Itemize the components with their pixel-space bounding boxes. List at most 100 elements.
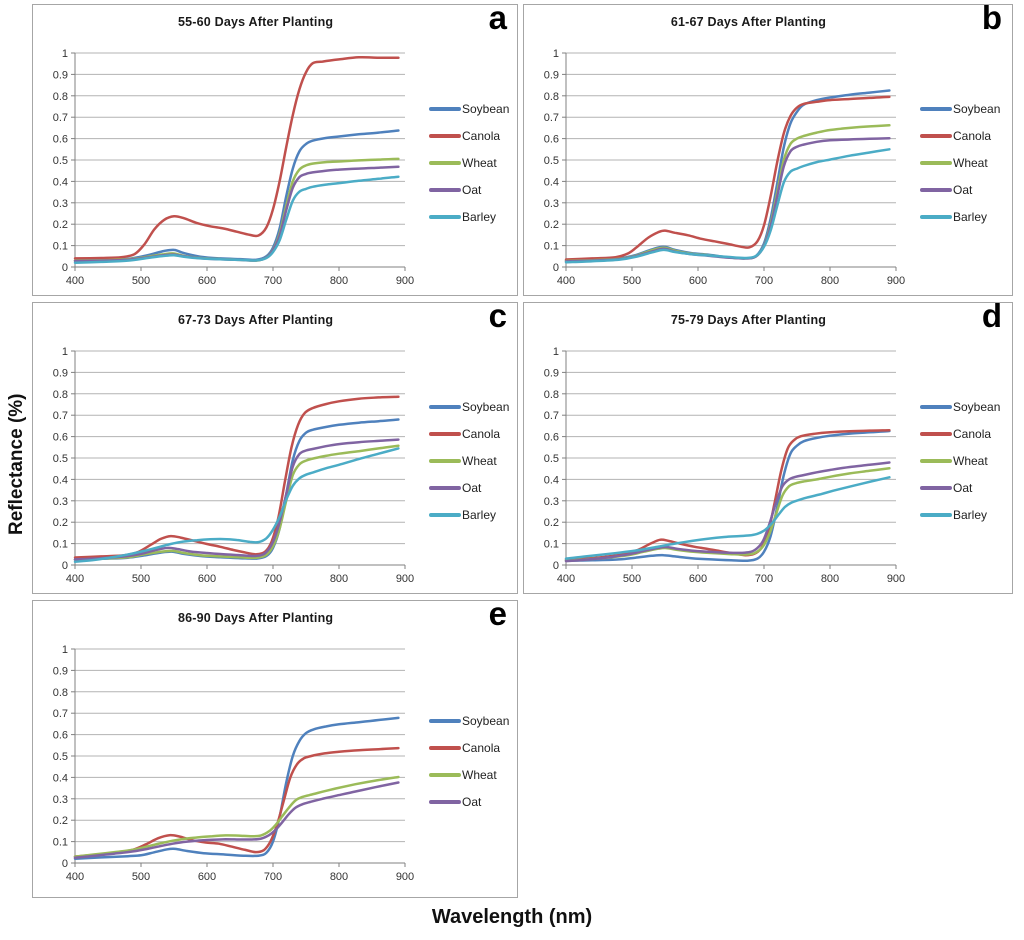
- legend-item-barley: Barley: [920, 209, 1000, 224]
- y-tick-label: 0.9: [53, 367, 68, 379]
- series-line-canola: [73, 55, 400, 260]
- y-tick-label: 0.2: [544, 517, 559, 529]
- series-line-wheat: [564, 124, 891, 263]
- y-tick-label: 0.5: [53, 155, 68, 167]
- y-tick-label: 0.5: [544, 453, 559, 465]
- legend-line-swatch: [920, 485, 952, 490]
- y-tick-label: 1: [553, 346, 559, 358]
- legend-item-canola: Canola: [920, 128, 1000, 143]
- series-line-wheat: [73, 775, 400, 858]
- legend-item-oat: Oat: [429, 795, 509, 810]
- panel-c-letter: c: [488, 297, 507, 334]
- legend-label: Canola: [953, 426, 992, 441]
- legend-item-canola: Canola: [429, 128, 509, 143]
- y-tick-label: 1: [62, 644, 68, 656]
- y-tick-label: 0.6: [544, 134, 559, 146]
- legend-line-swatch: [429, 431, 461, 436]
- y-tick-label: 0.4: [53, 474, 68, 486]
- panel-e: 86-90 Days After Planting e 0 0.1 0.2 0.3 0.…: [32, 595, 518, 898]
- legend-item-wheat: Wheat: [429, 155, 509, 170]
- series-line-barley: [73, 175, 400, 264]
- y-tick-label: 0.7: [544, 112, 559, 124]
- legend-label: Wheat: [953, 155, 988, 170]
- x-tick-label: 700: [755, 275, 773, 287]
- legend-label: Canola: [953, 128, 992, 143]
- legend-label: Wheat: [462, 453, 497, 468]
- x-tick-label: 700: [264, 275, 282, 287]
- y-tick-label: 0.7: [544, 410, 559, 422]
- panel-b-letter: b: [981, 0, 1002, 36]
- x-tick-label: 900: [396, 275, 414, 287]
- y-tick-label: 0.2: [53, 219, 68, 231]
- legend-line-swatch: [920, 133, 952, 138]
- panel-b-plot: 0 0.1 0.2 0.3 0.4 0.5 0.6 0.7 0.8 0.9 1 400 500 600 70…: [544, 48, 905, 287]
- panel-d-title: 75-79 Days After Planting: [670, 313, 827, 327]
- y-tick-label: 0.6: [53, 730, 68, 742]
- y-tick-label: 0.2: [544, 219, 559, 231]
- legend-label: Barley: [953, 507, 988, 522]
- x-tick-label: 600: [689, 275, 707, 287]
- y-tick-label: 0.9: [53, 69, 68, 81]
- series-line-canola: [73, 746, 400, 858]
- series-line-canola: [564, 428, 891, 561]
- legend-label: Barley: [953, 209, 988, 224]
- x-tick-label: 900: [887, 573, 905, 585]
- series-line-soybean: [564, 89, 891, 262]
- legend-line-swatch: [429, 773, 461, 777]
- x-tick-label: 700: [264, 573, 282, 585]
- y-tick-label: 1: [62, 346, 68, 358]
- legend-label: Oat: [953, 480, 973, 495]
- series-line-soybean: [73, 418, 400, 561]
- panel-a: 55-60 Days After Planting a 0 0.1 0.2 0.3 0.…: [32, 0, 518, 296]
- legend-item-soybean: Soybean: [920, 101, 1000, 116]
- x-tick-label: 400: [66, 275, 84, 287]
- y-tick-label: 0.3: [53, 496, 68, 508]
- series-line-barley: [564, 148, 891, 264]
- x-tick-label: 500: [623, 573, 641, 585]
- legend-line-swatch: [920, 187, 952, 192]
- y-tick-label: 0: [62, 560, 68, 572]
- series-line-barley: [564, 476, 891, 560]
- y-tick-label: 0: [553, 560, 559, 572]
- legend-item-canola: Canola: [429, 426, 509, 441]
- panel-d-letter: d: [981, 297, 1002, 334]
- y-tick-label: 0.5: [544, 155, 559, 167]
- legend-line-swatch: [429, 458, 461, 463]
- legend-line-swatch: [429, 106, 461, 111]
- legend-label: Wheat: [462, 155, 497, 170]
- panel-d: 75-79 Days After Planting d 0 0.1 0.2 0.3 0.…: [523, 297, 1013, 594]
- y-tick-label: 0.2: [53, 815, 68, 827]
- y-tick-label: 0.3: [544, 496, 559, 508]
- legend-item-barley: Barley: [920, 507, 1000, 522]
- panel-b: 61-67 Days After Planting b 0 0.1 0.2 0.3 0.…: [523, 0, 1013, 296]
- legend-item-oat: Oat: [920, 182, 1000, 197]
- series-line-canola: [564, 95, 891, 261]
- legend-label: Wheat: [462, 768, 497, 782]
- legend-item-soybean: Soybean: [920, 399, 1000, 414]
- legend-item-soybean: Soybean: [429, 714, 509, 729]
- x-tick-label: 500: [623, 275, 641, 287]
- x-tick-label: 600: [198, 573, 216, 585]
- y-tick-label: 0.7: [53, 410, 68, 422]
- panel-a-plot: 0 0.1 0.2 0.3 0.4 0.5 0.6 0.7 0.8 0.9 1 400 500 600 70…: [53, 48, 414, 287]
- legend-line-swatch: [429, 485, 461, 490]
- legend-label: Barley: [462, 209, 497, 224]
- y-tick-label: 0.3: [53, 198, 68, 210]
- legend-line-swatch: [920, 160, 952, 165]
- y-tick-label: 0.5: [53, 453, 68, 465]
- x-tick-label: 400: [66, 871, 84, 883]
- legend-item-oat: Oat: [429, 182, 509, 197]
- x-tick-label: 800: [330, 573, 348, 585]
- y-tick-label: 0.5: [53, 751, 68, 763]
- legend-line-swatch: [920, 512, 952, 517]
- y-tick-label: 0.9: [544, 367, 559, 379]
- legend-label: Soybean: [462, 101, 510, 116]
- panel-e-letter: e: [488, 595, 507, 632]
- panel-e-plot: 0 0.1 0.2 0.3 0.4 0.5 0.6 0.7 0.8 0.9 1 400 500 600 70…: [53, 644, 414, 883]
- legend-item-oat: Oat: [429, 480, 509, 495]
- y-tick-label: 0.4: [544, 474, 559, 486]
- legend-line-swatch: [429, 187, 461, 192]
- x-tick-label: 900: [887, 275, 905, 287]
- x-tick-label: 900: [396, 871, 414, 883]
